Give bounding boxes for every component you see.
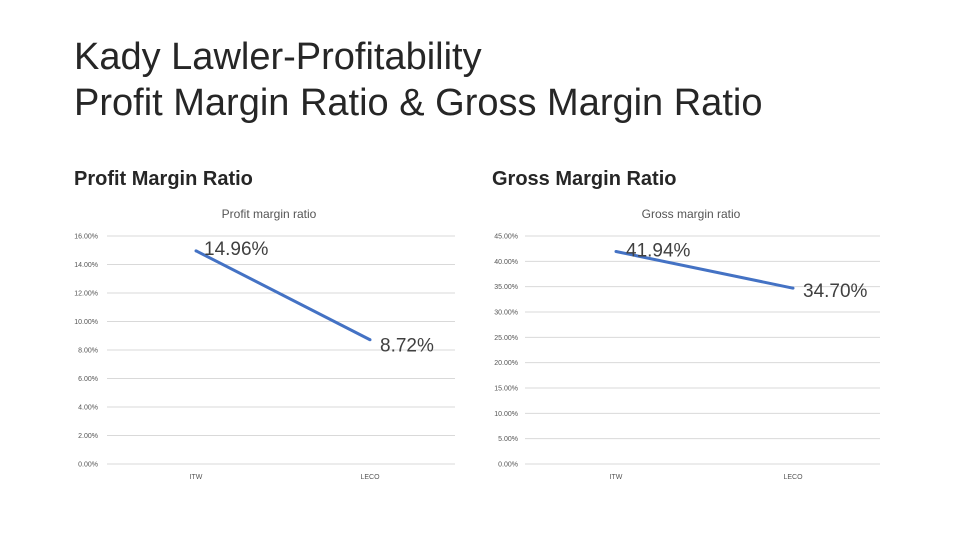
profit-y-tick-label: 14.00% [74,262,98,269]
gross-y-tick-label: 25.00% [494,335,518,342]
profit-data-label: 14.96% [204,239,269,260]
profit-y-tick-label: 2.00% [78,433,98,440]
gross-y-tick-label: 40.00% [494,259,518,266]
profit-data-label: 8.72% [380,336,434,357]
gross-y-tick-label: 15.00% [494,386,518,393]
profit-y-tick-label: 10.00% [74,319,98,326]
profit-y-tick-label: 6.00% [78,376,98,383]
profit-margin-chart: Profit margin ratio 0.00% 2.00% 4.00% 6.00%… [74,207,455,481]
profit-data-point [368,338,372,342]
profit-y-tick-label: 4.00% [78,405,98,412]
gross-y-tick-label: 30.00% [494,310,518,317]
profit-data-point [194,249,198,253]
profit-series-line [195,249,371,342]
gross-x-category-label: LECO [783,474,803,481]
heading-gross-margin: Gross Margin Ratio [492,168,677,190]
gross-y-tick-label: 0.00% [498,462,518,469]
slide-title: Kady Lawler-Profitability Profit Margin … [74,34,934,126]
gross-x-category-label: ITW [610,474,623,481]
gross-y-tick-label: 5.00% [498,436,518,443]
slide-title-line-2: Profit Margin Ratio & Gross Margin Ratio [74,82,763,124]
profit-x-category-label: ITW [190,474,203,481]
gross-chart-title: Gross margin ratio [642,207,741,221]
gross-data-point [614,250,618,254]
profit-y-tick-label: 0.00% [78,462,98,469]
profit-chart-title: Profit margin ratio [222,207,317,221]
gross-data-label: 41.94% [626,241,691,262]
profit-y-tick-label: 16.00% [74,234,98,241]
gross-y-tick-label: 35.00% [494,284,518,291]
gross-data-point [791,286,795,290]
gross-series-line [615,250,794,290]
profit-y-tick-label: 12.00% [74,291,98,298]
gross-y-tick-label: 10.00% [494,411,518,418]
gross-data-label: 34.70% [803,281,868,302]
profit-y-tick-label: 8.00% [78,348,98,355]
gross-margin-chart: Gross margin ratio 0.00% 5.00% 10.00% 15.00… [494,207,880,481]
gross-y-tick-label: 45.00% [494,234,518,241]
heading-profit-margin: Profit Margin Ratio [74,168,253,190]
profit-x-category-label: LECO [360,474,380,481]
slide-title-line-1: Kady Lawler-Profitability [74,36,482,78]
gross-y-tick-label: 20.00% [494,360,518,367]
